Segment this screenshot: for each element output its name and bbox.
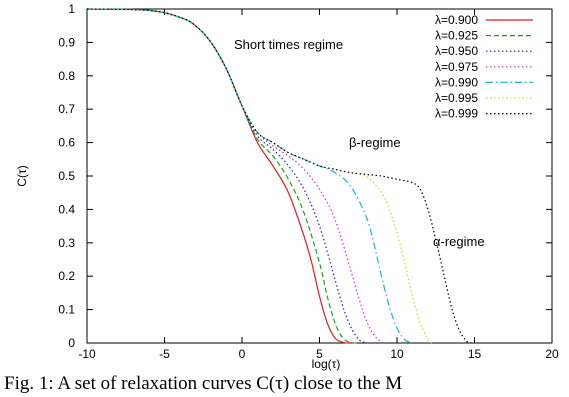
y-tick-label: 1 bbox=[68, 2, 75, 16]
y-tick-label: 0.4 bbox=[58, 202, 75, 216]
y-tick-label: 0.3 bbox=[58, 236, 75, 250]
series-line-1 bbox=[87, 9, 358, 343]
x-tick-label: -5 bbox=[159, 347, 170, 361]
x-tick-label: 20 bbox=[545, 347, 559, 361]
series-line-0 bbox=[87, 9, 351, 343]
legend-label-1: λ=0.925 bbox=[435, 29, 478, 43]
x-tick-label: 15 bbox=[468, 347, 482, 361]
x-tick-label: 10 bbox=[390, 347, 404, 361]
axes-frame bbox=[87, 9, 552, 343]
series-line-2 bbox=[87, 9, 366, 343]
legend-label-3: λ=0.975 bbox=[435, 60, 478, 74]
y-axis-label: C(τ) bbox=[15, 165, 29, 186]
legend-label-0: λ=0.900 bbox=[435, 13, 478, 27]
figure-caption: Fig. 1: A set of relaxation curves C(τ) … bbox=[4, 373, 402, 395]
legend-label-5: λ=0.995 bbox=[435, 91, 478, 105]
relaxation-curves bbox=[87, 9, 471, 343]
legend-label-6: λ=0.999 bbox=[435, 107, 478, 121]
annotation-0: Short times regime bbox=[234, 37, 343, 52]
series-line-3 bbox=[87, 9, 386, 343]
annotation-2: α-regime bbox=[433, 234, 485, 249]
y-tick-label: 0 bbox=[68, 336, 75, 350]
y-tick-label: 0.8 bbox=[58, 69, 75, 83]
y-tick-label: 0.9 bbox=[58, 35, 75, 49]
x-axis-label: log(τ) bbox=[312, 357, 341, 371]
y-tick-label: 0.1 bbox=[58, 303, 75, 317]
y-tick-label: 0.5 bbox=[58, 169, 75, 183]
x-tick-label: 0 bbox=[239, 347, 246, 361]
x-tick-label: -10 bbox=[78, 347, 96, 361]
x-axis-ticks: -10 -5 0 5 10 15 20 bbox=[78, 9, 559, 361]
legend-label-2: λ=0.950 bbox=[435, 44, 478, 58]
plot-frame bbox=[87, 9, 552, 343]
legend-label-4: λ=0.990 bbox=[435, 75, 478, 89]
y-tick-label: 0.7 bbox=[58, 102, 75, 116]
y-tick-label: 0.6 bbox=[58, 136, 75, 150]
series-line-4 bbox=[87, 9, 413, 343]
annotation-1: β-regime bbox=[349, 135, 401, 150]
y-tick-label: 0.2 bbox=[58, 269, 75, 283]
